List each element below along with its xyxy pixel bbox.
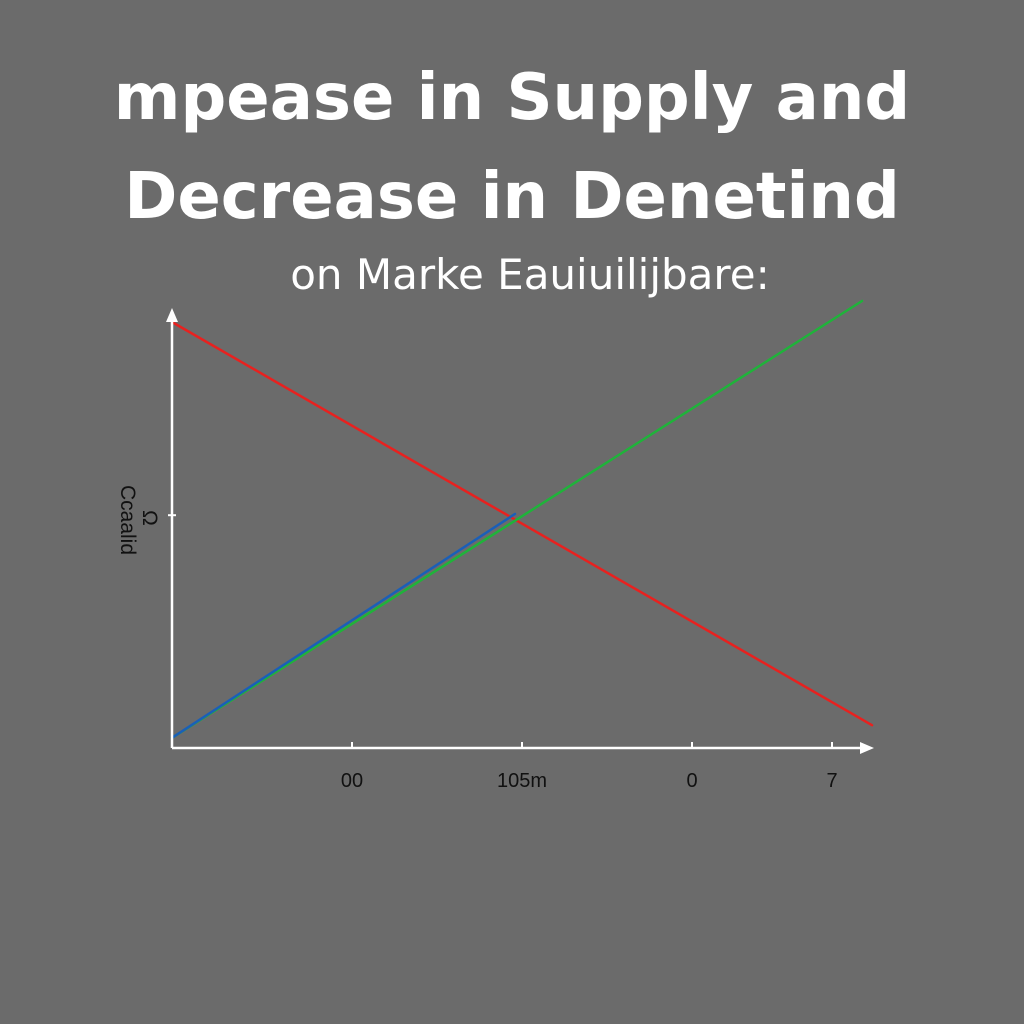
y-axis-secondary-label: Ω xyxy=(138,510,161,526)
y-axis-label: Ccaalid xyxy=(116,485,139,555)
chart-title-line-1: mpease in Supply and xyxy=(113,61,911,135)
series-line-1 xyxy=(170,320,874,727)
ticks-layer: 00 105m 0 7 xyxy=(168,514,838,792)
series-line-3 xyxy=(170,512,517,740)
series-layer xyxy=(170,299,874,740)
chart-subtitle: on Marke Eauiuilijbare: xyxy=(290,250,770,299)
axes-layer xyxy=(166,308,874,754)
x-axis-arrow-icon xyxy=(860,742,874,754)
x-tick-label-4: 7 xyxy=(826,770,837,792)
x-tick-label-1: 00 xyxy=(341,770,363,792)
x-tick-label-3: 0 xyxy=(686,770,697,792)
chart-title-line-2: Decrease in Denetind xyxy=(124,160,900,234)
y-axis-arrow-icon xyxy=(166,308,178,322)
series-line-2 xyxy=(170,299,864,740)
x-tick-label-2: 105m xyxy=(497,770,547,792)
